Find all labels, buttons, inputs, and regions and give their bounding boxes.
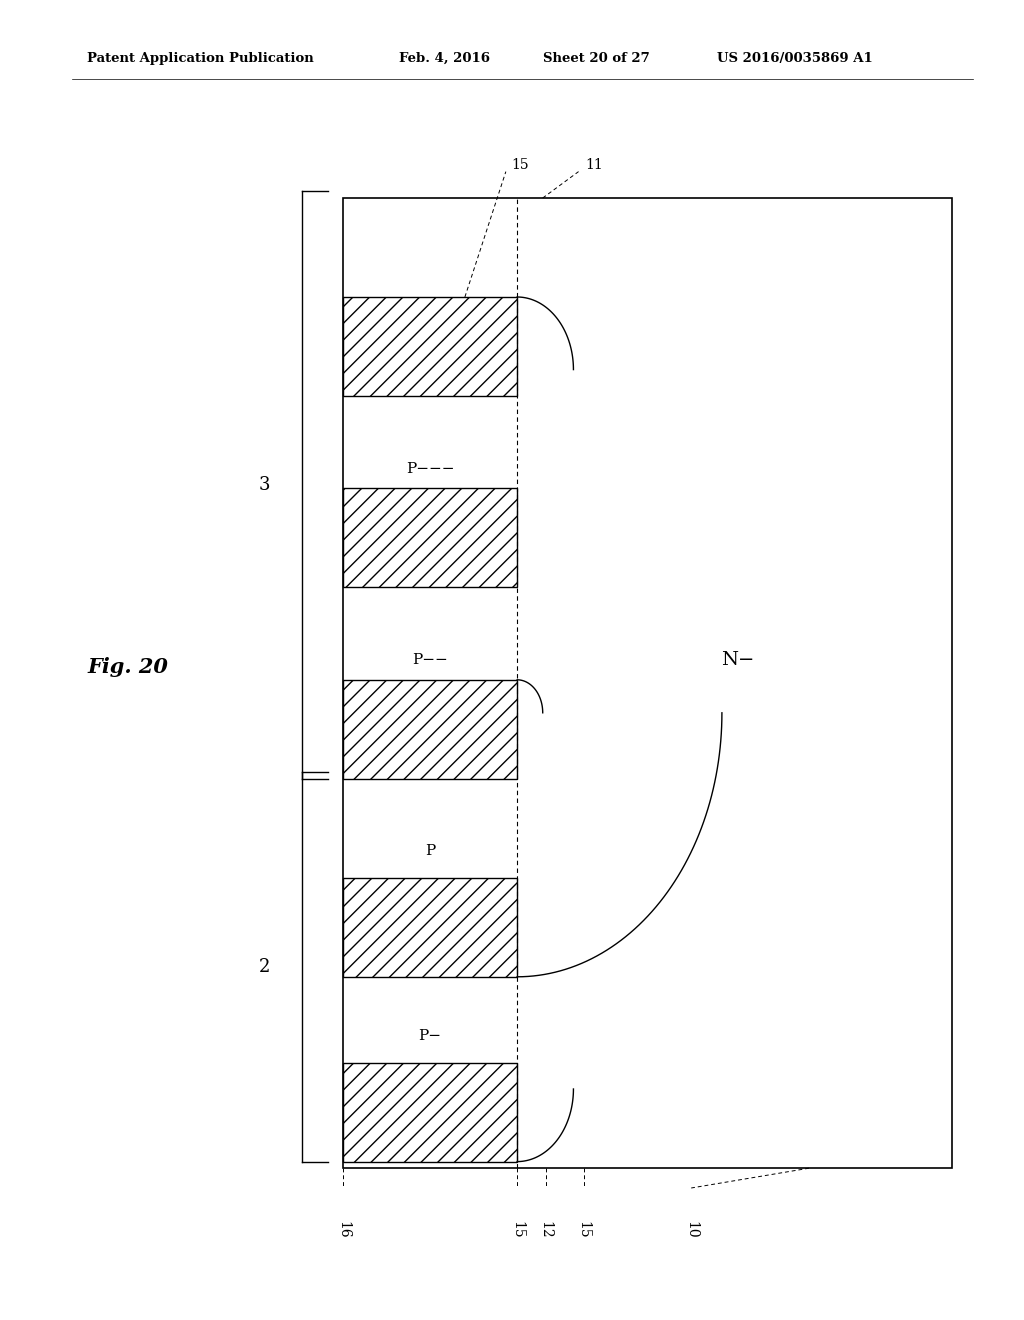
Text: P−: P− [419,1030,441,1043]
Text: P: P [425,845,435,858]
Text: N−: N− [721,651,754,669]
Bar [343,488,517,587]
Text: 15: 15 [510,1221,524,1238]
Text: 12: 12 [539,1221,553,1238]
Text: US 2016/0035869 A1: US 2016/0035869 A1 [717,51,872,65]
Bar [343,1063,517,1162]
Text: P−−−: P−−− [406,462,455,475]
Text: 10: 10 [684,1221,698,1238]
Text: P−−: P−− [413,653,447,667]
Text: 11: 11 [586,158,603,172]
Bar [343,680,517,779]
Bar [343,878,517,977]
Text: 15: 15 [511,158,528,172]
Text: Patent Application Publication: Patent Application Publication [87,51,313,65]
Text: Sheet 20 of 27: Sheet 20 of 27 [543,51,649,65]
Text: Fig. 20: Fig. 20 [87,656,168,677]
Text: 15: 15 [577,1221,591,1238]
Text: 3: 3 [258,477,270,494]
Text: 2: 2 [258,958,270,975]
Text: 16: 16 [336,1221,350,1238]
Text: Feb. 4, 2016: Feb. 4, 2016 [399,51,490,65]
Bar [343,198,952,1168]
Bar [343,297,517,396]
